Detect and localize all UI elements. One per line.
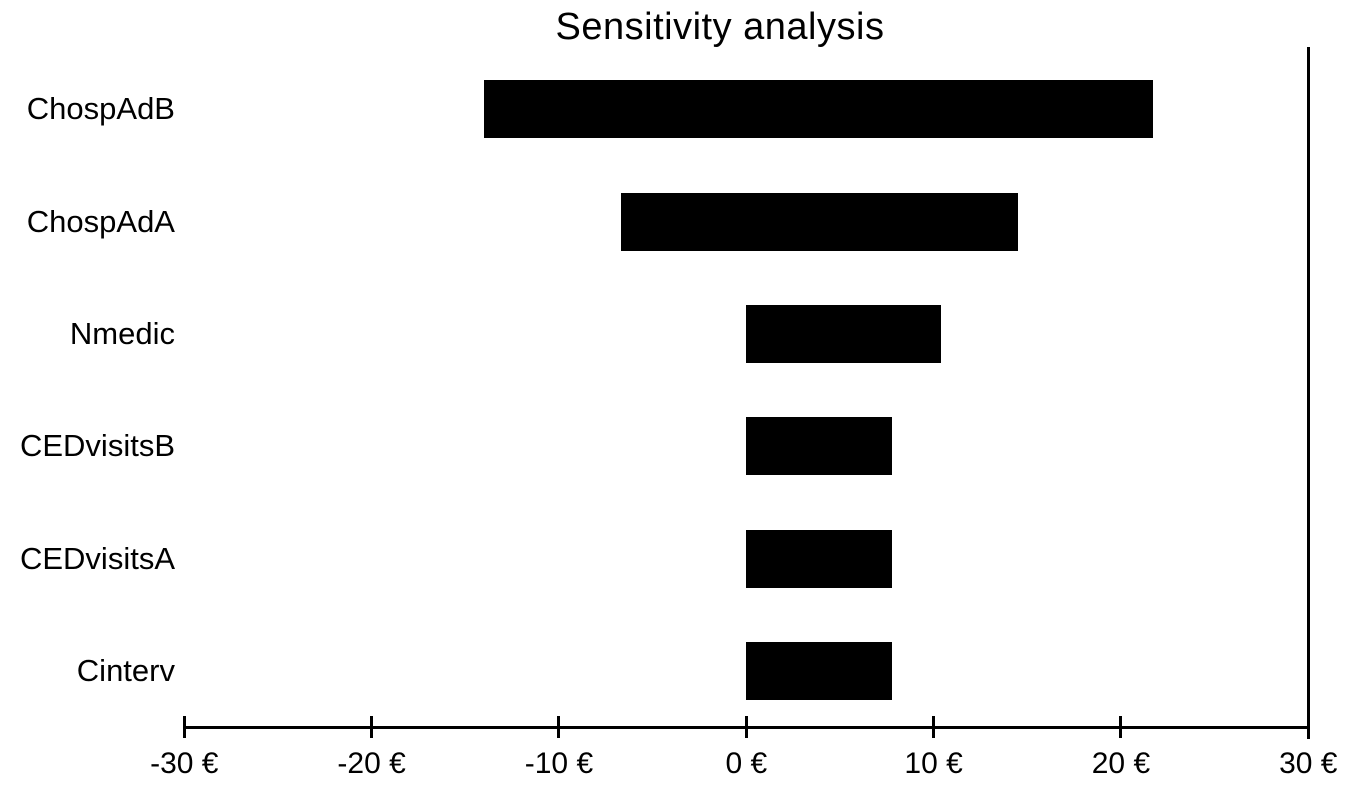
bar-chospada [620, 192, 1018, 251]
bar-cinterv [746, 641, 893, 700]
x-tick-mark [1119, 716, 1123, 738]
bar-cedvisitsa [746, 529, 893, 588]
x-tick-label: -20 € [337, 747, 406, 780]
x-tick-label: 30 € [1279, 747, 1338, 780]
category-label-cinterv: Cinterv [76, 652, 175, 688]
x-tick-label: -10 € [524, 747, 594, 780]
x-tick-label: -30 € [150, 747, 219, 780]
category-label-chospada: ChospAdA [26, 203, 175, 239]
x-tick-mark [744, 716, 748, 738]
x-tick-mark [932, 716, 936, 738]
category-label-chospadb: ChospAdB [26, 91, 175, 127]
x-tick-label: 10 € [904, 747, 963, 780]
x-tick-label: 20 € [1091, 747, 1151, 780]
x-tick-mark [182, 716, 186, 738]
x-tick-mark [1306, 716, 1310, 738]
right-axis-line [1306, 47, 1310, 739]
bar-chospadb [484, 80, 1153, 139]
x-tick-mark [557, 716, 561, 738]
category-label-cedvisitsb: CEDvisitsB [19, 428, 175, 464]
x-tick-label: 0 € [725, 747, 768, 780]
bar-nmedic [746, 304, 942, 363]
category-label-cedvisitsa: CEDvisitsA [19, 540, 175, 576]
category-label-nmedic: Nmedic [69, 315, 175, 351]
chart-title: Sensitivity analysis [555, 6, 885, 48]
x-tick-mark [370, 716, 374, 738]
bar-cedvisitsb [746, 417, 893, 476]
